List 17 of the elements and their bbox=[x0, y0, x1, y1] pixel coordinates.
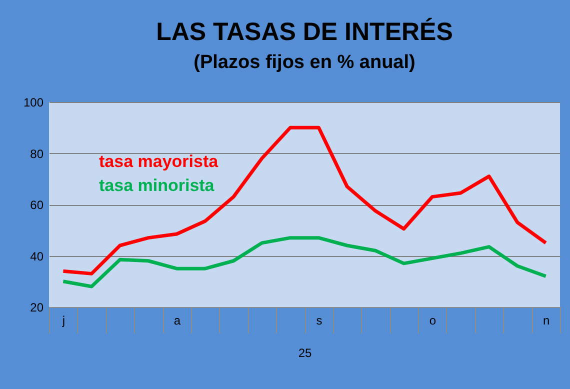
x-tick-label: o bbox=[429, 314, 436, 328]
text: tasa minorista bbox=[99, 176, 215, 195]
chart-subtitle: (Plazos fijos en % anual) bbox=[194, 52, 416, 73]
y-tick-label: 80 bbox=[30, 146, 44, 161]
x-tick-label: a bbox=[174, 314, 181, 328]
chart-title: LAS TASAS DE INTERÉS bbox=[156, 17, 453, 46]
series-label: tasa mayorista bbox=[99, 152, 219, 171]
y-tick-label: 100 bbox=[23, 96, 44, 110]
x-tick-label: s bbox=[316, 314, 322, 328]
line-series bbox=[61, 236, 548, 288]
x-tick-label: j bbox=[61, 314, 66, 328]
x-axis-title: 25 bbox=[298, 346, 312, 360]
line-series bbox=[61, 126, 548, 276]
y-tick-label: 60 bbox=[30, 198, 44, 212]
x-tick-label: n bbox=[542, 314, 550, 328]
y-tick-label: 20 bbox=[30, 300, 44, 314]
y-tick-label: 40 bbox=[30, 249, 44, 264]
